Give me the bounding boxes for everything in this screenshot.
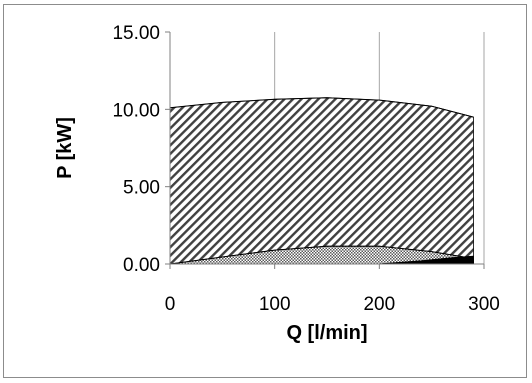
y-tick-label: 5.00 bbox=[123, 178, 160, 199]
plot-area bbox=[165, 31, 485, 269]
x-tick-label: 200 bbox=[363, 294, 395, 315]
y-tick-label: 15.00 bbox=[112, 23, 160, 44]
y-tick-labels: 0.00 5.00 10.00 15.00 bbox=[112, 23, 160, 276]
y-tick-label: 10.00 bbox=[112, 100, 160, 121]
y-tick-label: 0.00 bbox=[123, 255, 160, 276]
axes bbox=[165, 31, 485, 269]
x-axis-title: Q [l/min] bbox=[286, 322, 367, 344]
x-tick-label: 0 bbox=[165, 294, 176, 315]
area-series-3-edge bbox=[379, 255, 474, 265]
area-series-1 bbox=[169, 97, 474, 265]
x-tick-labels: 0 100 200 300 bbox=[165, 294, 500, 315]
x-tick-label: 300 bbox=[468, 294, 500, 315]
series-areas bbox=[169, 97, 474, 265]
x-tick-label: 100 bbox=[259, 294, 291, 315]
y-axis-title: P [kW] bbox=[54, 117, 76, 179]
area-series-1-edge bbox=[169, 97, 474, 118]
area-series-2-edge bbox=[169, 245, 474, 265]
